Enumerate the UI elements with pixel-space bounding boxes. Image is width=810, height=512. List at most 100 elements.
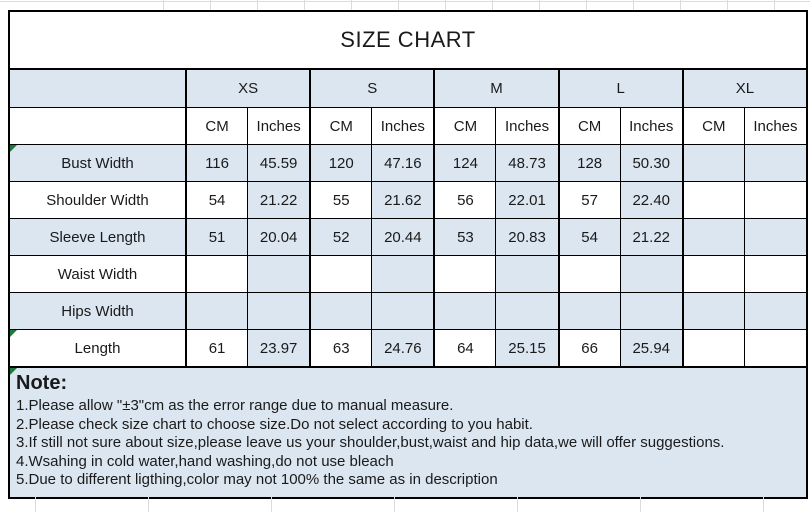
- col-header-s: S: [309, 70, 434, 107]
- error-indicator-triangle-icon: [10, 145, 17, 152]
- data-cell: 20.44: [371, 218, 434, 255]
- sheet-gridline: [640, 497, 641, 512]
- data-cell: [619, 255, 682, 292]
- data-cell: [557, 255, 620, 292]
- row-label-length: Length: [10, 329, 185, 366]
- col-header-xs: XS: [185, 70, 310, 107]
- data-cell: [309, 292, 372, 329]
- data-cell: 22.40: [619, 181, 682, 218]
- data-cell: 47.16: [371, 144, 434, 181]
- data-cell: [743, 255, 806, 292]
- data-cell: 25.15: [495, 329, 558, 366]
- col-header-l: L: [557, 70, 682, 107]
- data-cell: 57: [557, 181, 620, 218]
- data-cell: [681, 329, 744, 366]
- data-cell: [681, 292, 744, 329]
- unit-header-cm: CM: [433, 107, 496, 144]
- note-line: 1.Please allow "±3"cm as the error range…: [16, 397, 454, 414]
- unit-header-cm: CM: [309, 107, 372, 144]
- data-cell: 124: [433, 144, 496, 181]
- data-cell: [247, 292, 310, 329]
- note-line: 3.If still not sure about size,please le…: [16, 434, 725, 452]
- page-title: SIZE CHART: [10, 12, 806, 70]
- data-cell: 54: [557, 218, 620, 255]
- data-cell: 53: [433, 218, 496, 255]
- data-cell: 22.01: [495, 181, 558, 218]
- sheet-gridline: [398, 0, 399, 10]
- sheet-gridline: [763, 497, 764, 512]
- data-cell: 51: [185, 218, 248, 255]
- sheet-gridline: [492, 0, 493, 10]
- unit-header-cm: CM: [681, 107, 744, 144]
- note-line: 5.Due to different ligthing,color may no…: [16, 471, 498, 489]
- data-cell: 64: [433, 329, 496, 366]
- data-cell: 54: [185, 181, 248, 218]
- data-cell: [743, 329, 806, 366]
- note-line: 4.Wsahing in cold water,hand washing,do …: [16, 452, 394, 470]
- sheet-gridline: [727, 0, 728, 10]
- sheet-gridline: [517, 497, 518, 512]
- sheet-gridline: [148, 497, 149, 512]
- sheet-gridline: [304, 0, 305, 10]
- data-cell: [743, 144, 806, 181]
- data-cell: [743, 181, 806, 218]
- data-cell: [681, 144, 744, 181]
- unit-header-inches: Inches: [371, 107, 434, 144]
- row-label-text: Hips Width: [61, 302, 134, 320]
- data-cell: [371, 292, 434, 329]
- row-label-sleeve-length: Sleeve Length: [10, 218, 185, 255]
- note-heading: Note:: [16, 372, 68, 394]
- sheet-gridline: [163, 0, 164, 10]
- error-indicator-triangle-icon: [10, 330, 17, 337]
- data-cell: [185, 292, 248, 329]
- row-label-bust-width: Bust Width: [10, 144, 185, 181]
- data-cell: [433, 255, 496, 292]
- col-header-xl: XL: [681, 70, 806, 107]
- sheet-gridline: [774, 0, 775, 10]
- note-section: Note: 1.Please allow "±3"cm as the error…: [10, 366, 806, 497]
- data-cell: 128: [557, 144, 620, 181]
- data-cell: [681, 181, 744, 218]
- data-cell: 20.04: [247, 218, 310, 255]
- data-cell: 52: [309, 218, 372, 255]
- unit-header-cm: CM: [185, 107, 248, 144]
- error-indicator-triangle-icon: [10, 368, 17, 375]
- data-cell: [433, 292, 496, 329]
- row-label-text: Bust Width: [61, 154, 134, 172]
- size-table-grid: XS S M L XL CM Inches CM Inches CM Inche…: [10, 70, 806, 366]
- sheet-gridline: [539, 0, 540, 10]
- sheet-gridline: [394, 497, 395, 512]
- page-title-text: SIZE CHART: [340, 27, 476, 52]
- row-label-hips-width: Hips Width: [10, 292, 185, 329]
- unit-header-inches: Inches: [743, 107, 806, 144]
- unit-header-inches: Inches: [247, 107, 310, 144]
- data-cell: [557, 292, 620, 329]
- sheet-gridline: [680, 0, 681, 10]
- row-label-shoulder-width: Shoulder Width: [10, 181, 185, 218]
- data-cell: 21.22: [619, 218, 682, 255]
- col-header-m: M: [433, 70, 558, 107]
- sheet-gridline: [35, 497, 36, 512]
- data-cell: [681, 255, 744, 292]
- data-cell: 45.59: [247, 144, 310, 181]
- data-cell: 24.76: [371, 329, 434, 366]
- data-cell: [743, 292, 806, 329]
- sheet-gridline: [351, 0, 352, 10]
- row-label-text: Shoulder Width: [46, 191, 149, 209]
- row-label-waist-width: Waist Width: [10, 255, 185, 292]
- unit-header-inches: Inches: [619, 107, 682, 144]
- data-cell: 61: [185, 329, 248, 366]
- row-label-text: Sleeve Length: [49, 228, 146, 246]
- data-cell: [495, 255, 558, 292]
- data-cell: 66: [557, 329, 620, 366]
- sheet-gridline: [0, 1, 810, 2]
- data-cell: [743, 218, 806, 255]
- size-chart-table: SIZE CHART XS S M L XL CM Inches CM Inch…: [8, 10, 808, 499]
- data-cell: 23.97: [247, 329, 310, 366]
- sheet-gridline: [271, 497, 272, 512]
- data-cell: 63: [309, 329, 372, 366]
- data-cell: 56: [433, 181, 496, 218]
- data-cell: 21.62: [371, 181, 434, 218]
- row-label-text: Waist Width: [57, 265, 138, 283]
